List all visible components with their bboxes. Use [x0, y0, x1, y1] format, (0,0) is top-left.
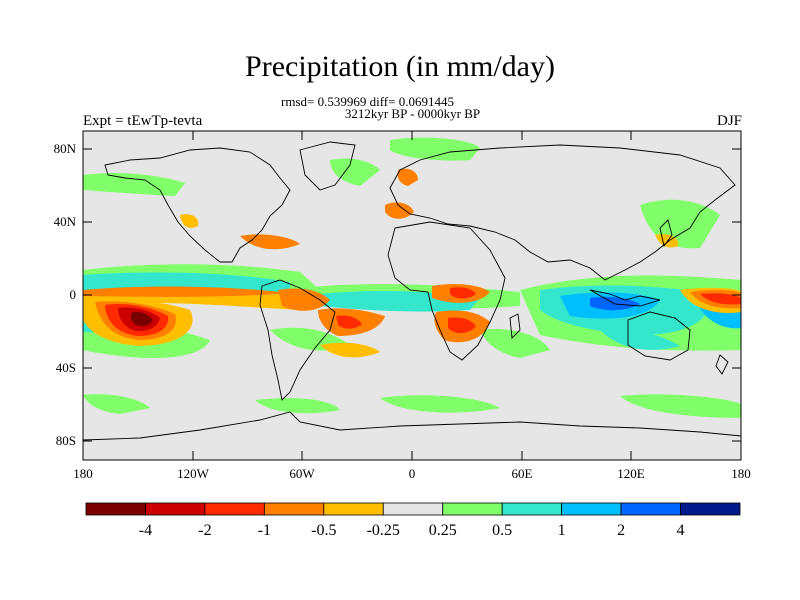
- coastline-japan: [659, 219, 673, 248]
- lat-label: 80N: [54, 141, 77, 156]
- anomaly-patch: [83, 172, 185, 196]
- lon-label: 60W: [289, 466, 315, 481]
- anomaly-patch: [131, 311, 153, 326]
- lat-label: 40S: [56, 360, 76, 375]
- anomaly-patch: [83, 286, 290, 297]
- anomaly-patch: [320, 342, 380, 358]
- colorbar-label: -2: [198, 522, 211, 539]
- anomaly-patch: [655, 234, 679, 248]
- anomaly-patch: [336, 315, 362, 329]
- colorbar-swatch: [561, 502, 622, 516]
- lat-label: 80S: [56, 433, 76, 448]
- anomaly-patch: [450, 287, 476, 299]
- colorbar-swatch: [85, 502, 146, 516]
- coastline-south-america: [259, 279, 336, 401]
- map-title: Precipitation (in mm/day): [245, 50, 555, 83]
- colorbar-label: -0.5: [311, 522, 336, 539]
- coastline-australia: [627, 311, 691, 361]
- lon-label: 0: [409, 466, 416, 481]
- coastline-eurasia: [389, 144, 736, 281]
- anomaly-patch: [255, 398, 340, 414]
- coastline-indonesia: [589, 289, 661, 307]
- colorbar-swatch: [501, 502, 563, 516]
- experiment-label: Expt = tEwTp-tevta: [83, 113, 203, 129]
- stats-subtitle: rmsd= 0.539969 diff= 0.0691445: [281, 94, 454, 109]
- lon-label: 120W: [177, 466, 210, 481]
- latitude-axis: [83, 148, 741, 442]
- colorbar-swatch: [145, 502, 206, 516]
- colorbar-swatch: [382, 502, 444, 516]
- anomaly-patch: [380, 395, 500, 413]
- precipitation-anomaly-field: [83, 137, 741, 441]
- coastline-north-america: [104, 147, 291, 263]
- anomaly-patch: [330, 158, 380, 186]
- anomaly-patch: [390, 137, 480, 161]
- coastline-antarctica: [83, 411, 741, 441]
- period-subtitle: 3212kyr BP - 0000kyr BP: [344, 106, 481, 121]
- colorbar-swatch: [680, 502, 741, 516]
- colorbar-label: -0.25: [367, 522, 400, 539]
- coastline-new-zealand: [715, 354, 729, 375]
- colorbar-swatch: [620, 502, 681, 516]
- colorbar-label: -1: [258, 522, 271, 539]
- colorbar-label: 0.25: [429, 522, 457, 539]
- colorbar: [85, 502, 741, 516]
- colorbar-label: -4: [139, 522, 152, 539]
- anomaly-patch: [397, 168, 418, 186]
- anomaly-patch: [600, 328, 680, 350]
- coastline-africa: [387, 221, 506, 361]
- anomaly-patch: [278, 288, 330, 311]
- anomaly-patch: [240, 234, 300, 250]
- colorbar-swatch: [442, 502, 503, 516]
- season-label: DJF: [716, 113, 742, 129]
- lon-label: 60E: [512, 466, 533, 481]
- colorbar-label: 1: [558, 522, 566, 539]
- anomaly-patch: [480, 328, 550, 358]
- longitude-axis: [82, 131, 742, 460]
- lon-label: 120E: [617, 466, 645, 481]
- anomaly-patch: [83, 394, 150, 414]
- colorbar-label: 0.5: [492, 522, 512, 539]
- anomaly-patch: [700, 293, 741, 305]
- anomaly-patch: [448, 317, 476, 334]
- lat-label: 40N: [54, 214, 77, 229]
- anomaly-patch: [180, 214, 199, 228]
- lat-label: 0: [70, 287, 77, 302]
- coastline-madagascar: [509, 313, 521, 339]
- colorbar-swatch: [323, 502, 384, 516]
- anomaly-patch: [620, 394, 741, 418]
- colorbar-label: 4: [677, 522, 685, 539]
- lon-label: 180: [73, 466, 93, 481]
- coastline-greenland: [299, 141, 356, 191]
- colorbar-labels: -4 -2 -1 -0.5 -0.25 0.25 0.5 1 2 4: [139, 522, 685, 539]
- colorbar-swatch: [204, 502, 265, 516]
- anomaly-patch: [385, 202, 414, 219]
- colorbar-swatch: [263, 502, 325, 516]
- lon-label: 180: [731, 466, 751, 481]
- coastlines: [83, 141, 741, 441]
- colorbar-label: 2: [617, 522, 625, 539]
